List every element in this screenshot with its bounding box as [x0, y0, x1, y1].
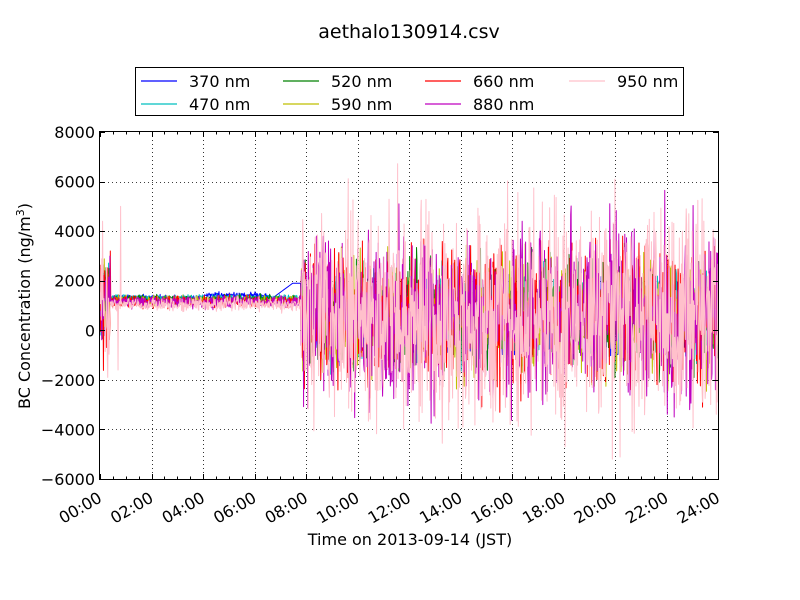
plot-frame: [99, 131, 719, 480]
y-tick-label: −6000: [41, 470, 95, 489]
y-axis-label-main: BC Concentration (ng/m: [15, 216, 34, 409]
legend-label: 590 nm: [331, 95, 392, 114]
series-line-950-nm: [99, 163, 719, 460]
legend-label: 520 nm: [331, 72, 392, 91]
legend-box: [135, 67, 684, 116]
x-axis-label: Time on 2013-09-14 (JST): [307, 530, 512, 549]
y-tick-label: 6000: [54, 173, 95, 192]
legend-label: 880 nm: [473, 95, 534, 114]
legend-label: 660 nm: [473, 72, 534, 91]
legend-label: 470 nm: [189, 95, 250, 114]
y-tick-labels: −6000 −4000 −2000 0 2000 4000 6000 8000: [41, 123, 95, 489]
y-tick-label: 8000: [54, 123, 95, 142]
chart-title: aethalo130914.csv: [318, 21, 500, 43]
y-tick-label: −4000: [41, 420, 95, 439]
axis-ticks: [100, 132, 719, 480]
legend: 370 nm 470 nm 520 nm 590 nm 660 nm 880 nm 950 …: [135, 67, 684, 116]
y-axis-label-superscript: 3: [14, 209, 27, 216]
legend-label: 950 nm: [617, 72, 678, 91]
y-tick-label: 0: [85, 321, 95, 340]
legend-label: 370 nm: [189, 72, 250, 91]
y-axis-label: BC Concentration (ng/m3): [14, 203, 34, 409]
y-tick-label: 4000: [54, 222, 95, 241]
y-tick-label: −2000: [41, 371, 95, 390]
y-tick-label: 2000: [54, 272, 95, 291]
plot-lines: [99, 163, 719, 460]
y-axis-label-close: ): [15, 203, 34, 209]
